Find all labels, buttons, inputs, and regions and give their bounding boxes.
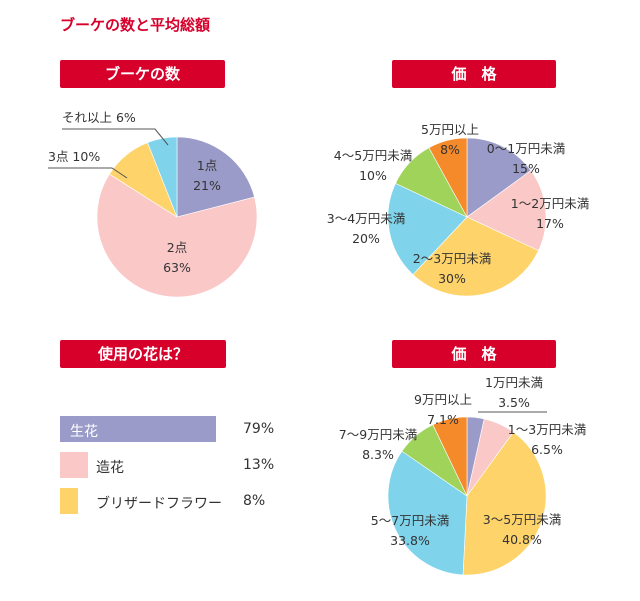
pie2-slice-0 [466,137,532,218]
legend-label-preserved-flower: ブリザードフラワー [96,496,222,512]
pie4-label-0-name: 1万円未満 [485,375,543,390]
pie2-label-5-value: 8% [440,142,460,157]
legend-value-preserved-flower: 8% [243,493,266,509]
pie2-label-4-value: 10% [359,168,387,183]
pie4-slice-3 [387,450,468,576]
pie4-label-0-value: 3.5% [498,395,530,410]
pie4-label-0: 1万円未満 3.5% [485,375,543,410]
pie4-label-1: 1～3万円未満 6.5% [508,422,586,457]
pie2-label-0: 0～1万円未満 15% [487,141,565,176]
pie4-slice-5 [432,416,468,497]
pie1-slice-0 [176,136,255,218]
pie1-label-0: 1点 21% [193,158,221,193]
pie4-label-1-value: 6.5% [531,442,563,457]
pie1-slice-1 [96,173,258,298]
pie2-label-0-name: 0～1万円未満 [487,141,565,156]
pie2-label-3: 3～4万円未満 20% [327,211,405,246]
pie1-label-0-value: 21% [193,178,221,193]
pie1-leader-line-3pts [48,167,128,179]
pie2-label-1: 1～2万円未満 17% [511,196,589,231]
pie4-label-1-name: 1～3万円未満 [508,422,586,437]
pie4-label-2: 3～5万円未満 40.8% [483,512,561,547]
pie4-slice-2 [462,431,547,576]
section-header-price-1: 価 格 [392,60,556,88]
section-header-bouquet-count: ブーケの数 [60,60,225,88]
pie4-label-4-value: 8.3% [362,447,394,462]
pie1-slice-3 [147,136,178,218]
pie2-slice-1 [466,170,547,252]
pie2-label-1-name: 1～2万円未満 [511,196,589,211]
legend-row-artificial-flower: 造花 13% [60,452,360,478]
pie1-label-3: それ以上 6% [62,110,136,125]
pie4-label-3-name: 5～7万円未満 [371,513,449,528]
pie2-label-3-value: 20% [352,231,380,246]
legend-swatch-preserved-flower [60,488,78,514]
pie1-label-0-name: 1点 [197,158,217,173]
pie2-label-0-value: 15% [512,161,540,176]
legend-swatch-fresh-flower [60,416,216,442]
legend-value-artificial-flower: 13% [243,457,275,473]
section-header-price-2: 価 格 [392,340,556,368]
legend-label-artificial-flower: 造花 [96,460,124,476]
pie1-label-1-value: 63% [163,260,191,275]
pie2-label-5-name: 5万円以上 [421,122,479,137]
pie2-label-4: 4～5万円未満 10% [334,148,412,183]
section-header-flower-type: 使用の花は？ [60,340,226,368]
pie2-slice-5 [428,137,468,218]
pie2-label-3-name: 3～4万円未満 [327,211,405,226]
pie2-label-5: 5万円以上 8% [421,122,479,157]
pie4-label-3-value: 33.8% [390,533,430,548]
pie4-label-4-name: 7～9万円未満 [339,427,417,442]
pie4-label-5: 9万円以上 7.1% [414,392,472,427]
pie1-leader-line-more [62,128,169,146]
pie4-label-4: 7～9万円未満 8.3% [339,427,417,462]
pie2-label-4-name: 4～5万円未満 [334,148,412,163]
legend-row-preserved-flower: ブリザードフラワー 8% [60,488,360,514]
pie4-label-5-name: 9万円以上 [414,392,472,407]
pie1-label-2: 3点 10% [48,149,100,164]
flower-type-legend: 生花 79% 造花 13% ブリザードフラワー 8% [60,416,360,516]
legend-row-fresh-flower: 生花 79% [60,416,360,442]
pie1-label-1-name: 2点 [167,240,187,255]
legend-label-fresh-flower: 生花 [70,424,98,440]
pie2-slice-2 [412,216,539,297]
pie2-label-2: 2～3万円未満 30% [413,251,491,286]
pie1-label-1: 2点 63% [163,240,191,275]
page-title: ブーケの数と平均総額 [60,16,211,34]
pie2-label-2-value: 30% [438,271,466,286]
pie4-label-5-value: 7.1% [427,412,459,427]
pie2-slice-3 [387,182,468,276]
legend-value-fresh-flower: 79% [243,421,275,437]
pie2-label-1-value: 17% [536,216,564,231]
legend-swatch-artificial-flower [60,452,88,478]
pie4-label-2-name: 3～5万円未満 [483,512,561,527]
pie2-label-2-name: 2～3万円未満 [413,251,491,266]
pie4-label-3: 5～7万円未満 33.8% [371,513,449,548]
pie4-label-2-value: 40.8% [502,532,542,547]
